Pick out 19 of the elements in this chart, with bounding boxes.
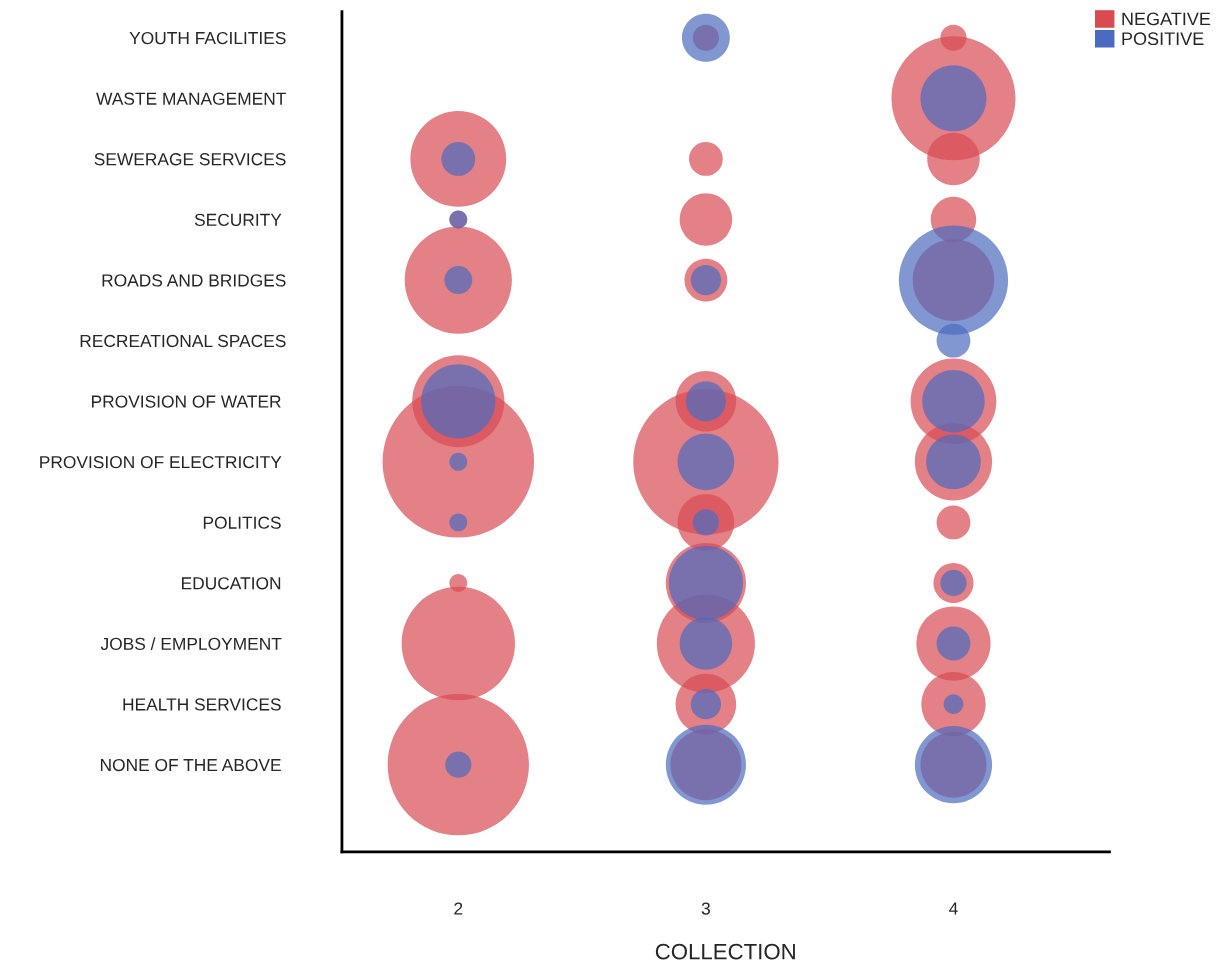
x-tick-label: 4 — [949, 902, 958, 915]
y-tick-label: PROVISION OF WATER — [92, 395, 281, 408]
y-tick-label: WASTE MANAGEMENT — [96, 92, 286, 105]
x-tick-label: 2 — [454, 902, 463, 915]
y-tick-label: PROVISION OF ELECTRICITY — [40, 455, 282, 469]
y-tick-label: RECREATIONAL SPACES — [80, 334, 286, 348]
y-tick-label: YOUTH FACILITIES — [129, 31, 286, 45]
x-tick-label: 3 — [701, 902, 710, 915]
y-tick-label: SEWERAGE SERVICES — [94, 153, 286, 166]
x-axis-title: COLLECTION — [655, 943, 795, 960]
legend-label: NEGATIVE — [1122, 12, 1211, 26]
y-tick-label: POLITICS — [203, 516, 281, 529]
y-tick-label: JOBS / EMPLOYMENT — [100, 637, 282, 651]
y-tick-label: SECURITY — [194, 213, 282, 226]
y-tick-label: EDUCATION — [182, 577, 281, 590]
y-tick-label: HEALTH SERVICES — [123, 698, 281, 711]
y-tick-label: ROADS AND BRIDGES — [102, 274, 286, 287]
legend-label: POSITIVE — [1122, 32, 1204, 46]
y-tick-label: NONE OF THE ABOVE — [100, 758, 281, 772]
